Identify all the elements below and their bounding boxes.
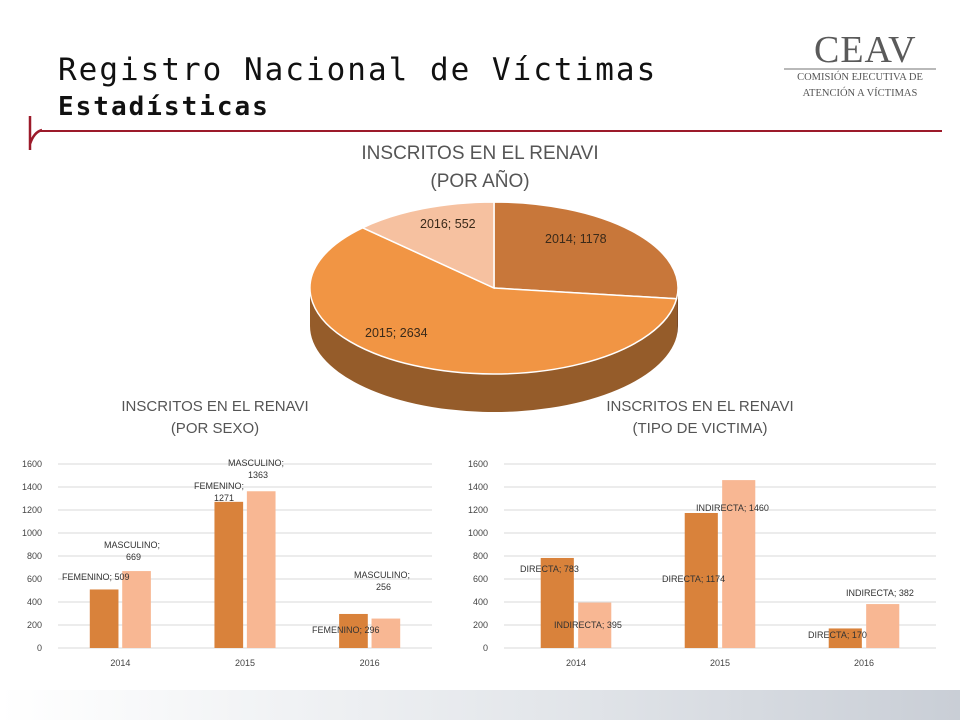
data-label-indirecta-2015: INDIRECTA; 1460 <box>696 503 769 513</box>
data-label-masculino-2015: MASCULINO; 1363 <box>228 458 284 480</box>
bar-indirecta-2014 <box>578 602 612 648</box>
y-tick-label: 1000 <box>22 528 42 538</box>
y-tick-label: 1600 <box>22 459 42 469</box>
y-tick-label: 800 <box>27 551 42 561</box>
logo-divider <box>784 68 936 70</box>
data-label-directa-2015: DIRECTA; 1174 <box>662 574 725 584</box>
pie-chart-title-line-2: (POR AÑO) <box>430 171 530 192</box>
bar2-y-ticks: 0 200 400 600 800 1000 1200 1400 1600 <box>468 459 488 653</box>
bar-femenino-2015 <box>214 501 244 648</box>
x-tick-label: 2015 <box>235 658 255 668</box>
type-chart-title-line-2: (TIPO DE VICTIMA) <box>632 420 768 437</box>
bar1-bars <box>89 491 401 648</box>
y-tick-label: 1200 <box>22 505 42 515</box>
sex-chart-title: INSCRITOS EN EL RENAVI (POR SEXO) <box>80 396 350 440</box>
data-label-directa-2016: DIRECTA; 170 <box>808 630 867 640</box>
bar1-y-ticks: 0 200 400 600 800 1000 1200 1400 1600 <box>22 459 42 653</box>
x-tick-label: 2015 <box>710 658 730 668</box>
sex-chart-title-line-1: INSCRITOS EN EL RENAVI <box>121 398 309 415</box>
y-tick-label: 200 <box>473 620 488 630</box>
y-tick-label: 1400 <box>22 482 42 492</box>
pie-label-2015: 2015; 2634 <box>365 326 428 340</box>
data-label-indirecta-2016: INDIRECTA; 382 <box>846 588 914 598</box>
pie-label-2014: 2014; 1178 <box>545 232 607 246</box>
x-tick-label: 2016 <box>854 658 874 668</box>
bar-masculino-2014 <box>122 571 151 648</box>
bar-directa-2016 <box>828 628 862 648</box>
logo-line-2: ATENCIÓN A VÍCTIMAS <box>802 88 918 99</box>
y-tick-label: 600 <box>27 574 42 584</box>
y-tick-label: 0 <box>37 643 42 653</box>
page-subtitle: Estadísticas <box>58 92 270 122</box>
pie-slice-2014 <box>493 201 679 300</box>
y-tick-label: 200 <box>27 620 42 630</box>
title-rule <box>40 130 942 132</box>
bar1-x-ticks: 2014 2015 2016 <box>110 658 379 668</box>
bar1-grid <box>58 463 432 649</box>
y-tick-label: 800 <box>473 551 488 561</box>
type-chart-title-line-1: INSCRITOS EN EL RENAVI <box>606 398 794 415</box>
data-label-masculino-2014: MASCULINO; 669 <box>104 540 160 562</box>
pie-label-2016: 2016; 552 <box>420 217 476 231</box>
y-tick-label: 1000 <box>468 528 488 538</box>
bar-indirecta-2016 <box>866 604 900 648</box>
bar2-data-labels: DIRECTA; 783 INDIRECTA; 395 DIRECTA; 1174 I… <box>520 503 914 640</box>
pie-top <box>309 201 679 375</box>
y-tick-label: 0 <box>483 643 488 653</box>
logo-line-1: COMISIÓN EJECUTIVA DE <box>797 72 923 83</box>
ceav-logo: CEAV COMISIÓN EJECUTIVA DE ATENCIÓN A VÍ… <box>780 28 940 108</box>
data-label-femenino-2015: FEMENINO; 1271 <box>194 481 244 503</box>
data-label-masculino-2016: MASCULINO; 256 <box>354 570 410 592</box>
data-label-indirecta-2014: INDIRECTA; 395 <box>554 620 622 630</box>
x-tick-label: 2016 <box>360 658 380 668</box>
data-label-directa-2014: DIRECTA; 783 <box>520 564 579 574</box>
bar-directa-2015 <box>684 512 718 648</box>
sex-chart-title-line-2: (POR SEXO) <box>170 420 260 437</box>
bar2-x-ticks: 2014 2015 2016 <box>566 658 874 668</box>
data-label-femenino-2014: FEMENINO; 509 <box>62 572 130 582</box>
y-tick-label: 400 <box>473 597 488 607</box>
page-title: Registro Nacional de Víctimas <box>58 52 658 88</box>
pie-side-2015 <box>310 288 677 413</box>
bar2-bars <box>540 480 900 648</box>
bar-indirecta-2015 <box>722 480 756 648</box>
bar-masculino-2015 <box>246 491 276 648</box>
y-tick-label: 1200 <box>468 505 488 515</box>
footer-gradient-bar <box>0 690 960 720</box>
bar-femenino-2014 <box>89 589 119 648</box>
pie-chart-title-line-1: INSCRITOS EN EL RENAVI <box>361 143 599 164</box>
y-tick-label: 400 <box>27 597 42 607</box>
pie-slice-2015 <box>309 226 678 375</box>
type-chart-title: INSCRITOS EN EL RENAVI (TIPO DE VICTIMA) <box>560 396 840 440</box>
x-tick-label: 2014 <box>566 658 586 668</box>
x-tick-label: 2014 <box>110 658 130 668</box>
bar2-grid <box>504 463 936 649</box>
logo-main-text: CEAV <box>814 29 917 71</box>
data-label-femenino-2016: FEMENINO; 296 <box>312 625 380 635</box>
y-tick-label: 600 <box>473 574 488 584</box>
y-tick-label: 1400 <box>468 482 488 492</box>
y-tick-label: 1600 <box>468 459 488 469</box>
bar-masculino-2016 <box>371 618 401 648</box>
bar-directa-2014 <box>540 557 574 648</box>
pie-chart-title: INSCRITOS EN EL RENAVI (POR AÑO) <box>330 140 630 196</box>
bar-femenino-2016 <box>339 613 368 648</box>
pie-slice-2016 <box>360 201 495 290</box>
